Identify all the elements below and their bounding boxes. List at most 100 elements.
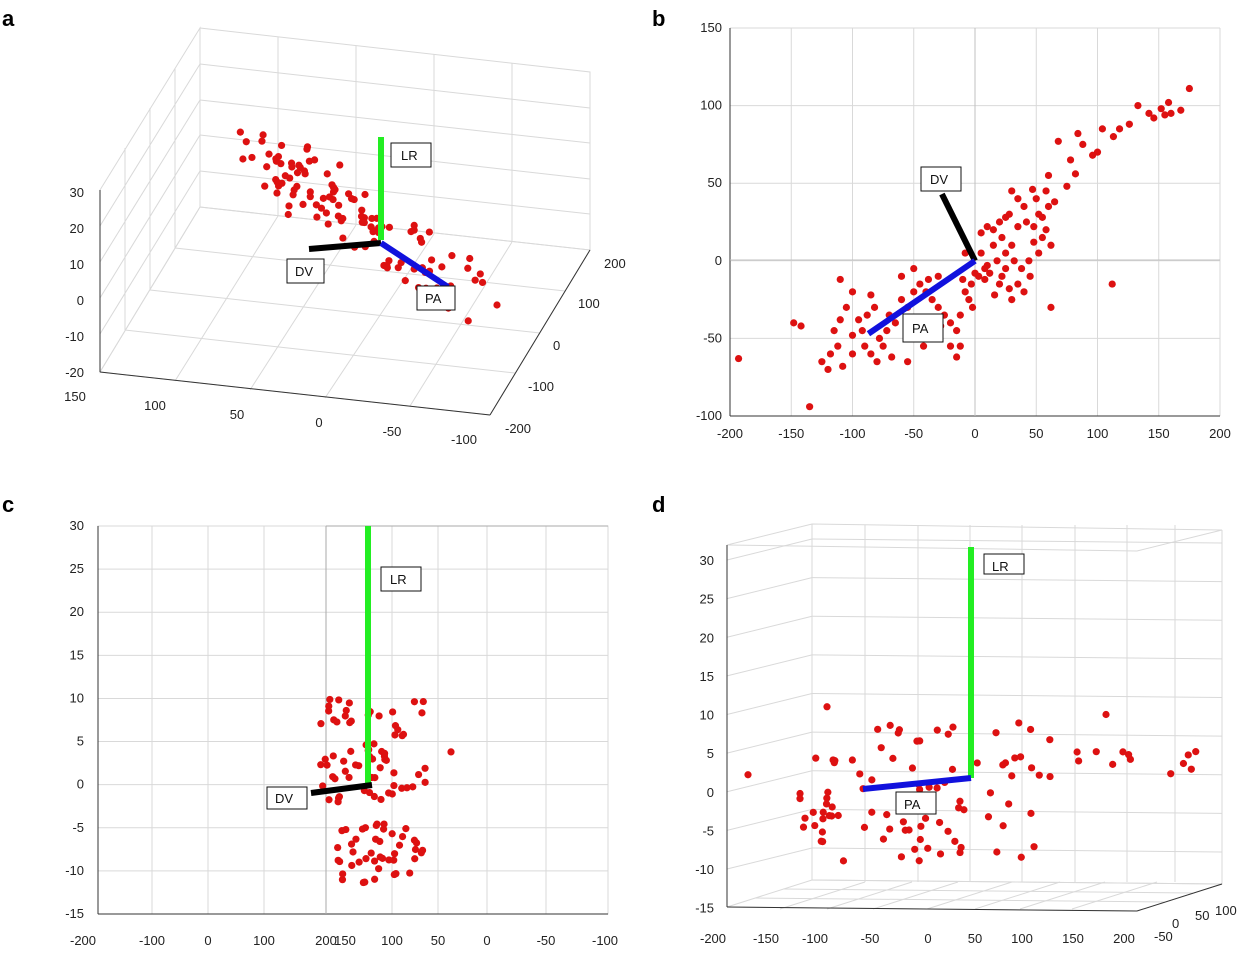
- panel-c-points: [317, 695, 455, 887]
- panel-d-point: [811, 821, 819, 830]
- panel-d-ytick: 0: [1172, 916, 1179, 931]
- panel-a-lr-label: LR: [401, 148, 418, 163]
- panel-b-point: [981, 275, 989, 284]
- panel-d-point: [823, 794, 831, 802]
- panel-b-points: [734, 84, 1193, 411]
- panel-b-point: [839, 362, 847, 370]
- panel-c-point: [385, 789, 393, 797]
- panel-b-point: [983, 223, 991, 231]
- panel-c-point: [390, 781, 398, 790]
- panel-a-ytick: -100: [451, 432, 477, 447]
- panel-c-point: [338, 876, 347, 884]
- panel-a-point: [493, 301, 501, 309]
- panel-d-point: [801, 814, 809, 822]
- panel-a-point: [263, 163, 271, 171]
- panel-c-point: [348, 861, 356, 870]
- panel-d-point: [889, 754, 897, 762]
- panel-b-point: [1002, 213, 1010, 221]
- panel-a-point: [471, 276, 479, 284]
- panel-b-point: [995, 280, 1004, 288]
- panel-d-point: [1046, 772, 1054, 781]
- panel-b-point: [986, 269, 994, 277]
- panel-a-point: [466, 254, 474, 263]
- panel-b-xtick: 100: [1087, 426, 1109, 441]
- panel-c-point: [334, 798, 342, 806]
- panel-a-xtick: 200: [604, 256, 626, 271]
- panel-b-point: [870, 303, 879, 311]
- panel-b-point: [875, 334, 884, 342]
- panel-d-point: [1015, 719, 1023, 727]
- panel-c-point: [321, 755, 329, 763]
- panel-a-dv-label: DV: [295, 264, 313, 279]
- panel-b-point: [873, 358, 881, 366]
- panel-b-point: [879, 342, 887, 350]
- panel-b-point: [1030, 238, 1038, 246]
- panel-b-point: [971, 269, 979, 277]
- panel-c-point: [334, 843, 342, 852]
- panel-b-point: [830, 327, 838, 335]
- panel-b-point: [1028, 185, 1037, 194]
- panel-d-ztick: 30: [700, 553, 714, 568]
- panel-c-point: [346, 718, 354, 727]
- panel-b-point: [891, 319, 899, 327]
- panel-b-point: [867, 350, 875, 358]
- panel-d-point: [879, 835, 888, 843]
- panel-a-xtick: 0: [553, 338, 560, 353]
- panel-c-point: [411, 855, 419, 863]
- panel-b-point: [883, 327, 891, 335]
- panel-c-point: [317, 761, 325, 769]
- panel-d-point: [1179, 759, 1188, 768]
- panel-a-point: [357, 212, 366, 220]
- panel-b-point: [1074, 129, 1082, 138]
- panel-c-dv-label: DV: [275, 791, 293, 806]
- panel-d-ztick: -10: [695, 862, 714, 877]
- panel-d-ytick: 100: [1215, 903, 1237, 918]
- panel-d-point: [973, 759, 981, 767]
- panel-d-point: [915, 857, 923, 865]
- panel-b-point: [1026, 272, 1034, 280]
- panel-d-xtick: -150: [753, 931, 779, 946]
- panel-a-ytick: 50: [230, 407, 244, 422]
- panel-d-point: [874, 725, 882, 733]
- panel-a-point: [324, 220, 332, 228]
- panel-d-xtick: -50: [861, 931, 880, 946]
- panel-c-point: [373, 820, 381, 828]
- panel-c-point: [335, 696, 343, 704]
- panel-b-point: [790, 319, 798, 327]
- panel-b-point: [867, 291, 875, 299]
- panel-a-point: [273, 189, 281, 197]
- panel-c-point: [376, 853, 384, 861]
- panel-b-point: [919, 342, 928, 350]
- panel-d-point: [1109, 760, 1117, 768]
- panel-a-point: [383, 264, 391, 272]
- panel-b-dv-label: DV: [930, 172, 948, 187]
- panel-d-ztick: -5: [702, 823, 714, 838]
- panel-b-point: [1066, 156, 1075, 164]
- panel-b-point: [904, 358, 912, 366]
- panel-b-point: [953, 353, 961, 361]
- panel-a-ytick: 150: [64, 389, 86, 404]
- panel-c-xtick: 100: [253, 933, 275, 948]
- panel-b-point: [998, 233, 1006, 242]
- panel-d-point: [917, 822, 925, 830]
- panel-d-point: [1119, 748, 1127, 756]
- panel-a-point: [239, 155, 247, 163]
- panel-a-point: [425, 228, 433, 236]
- panel-a-point: [313, 213, 321, 221]
- panel-a-point: [285, 202, 293, 210]
- panel-c-point: [447, 748, 455, 756]
- panel-b-point: [734, 354, 743, 363]
- panel-a-point: [259, 131, 267, 139]
- panel-d-point: [817, 837, 825, 845]
- panel-d-point: [809, 808, 817, 816]
- panel-a-point: [284, 210, 292, 219]
- panel-a-ytick: 100: [144, 398, 166, 413]
- panel-d-point: [1184, 751, 1192, 759]
- panel-b-ytick: 150: [700, 20, 722, 35]
- panel-c-point: [339, 870, 347, 878]
- panel-b-point: [855, 316, 863, 324]
- panel-b-point: [842, 303, 850, 311]
- panel-b-point: [1014, 195, 1022, 203]
